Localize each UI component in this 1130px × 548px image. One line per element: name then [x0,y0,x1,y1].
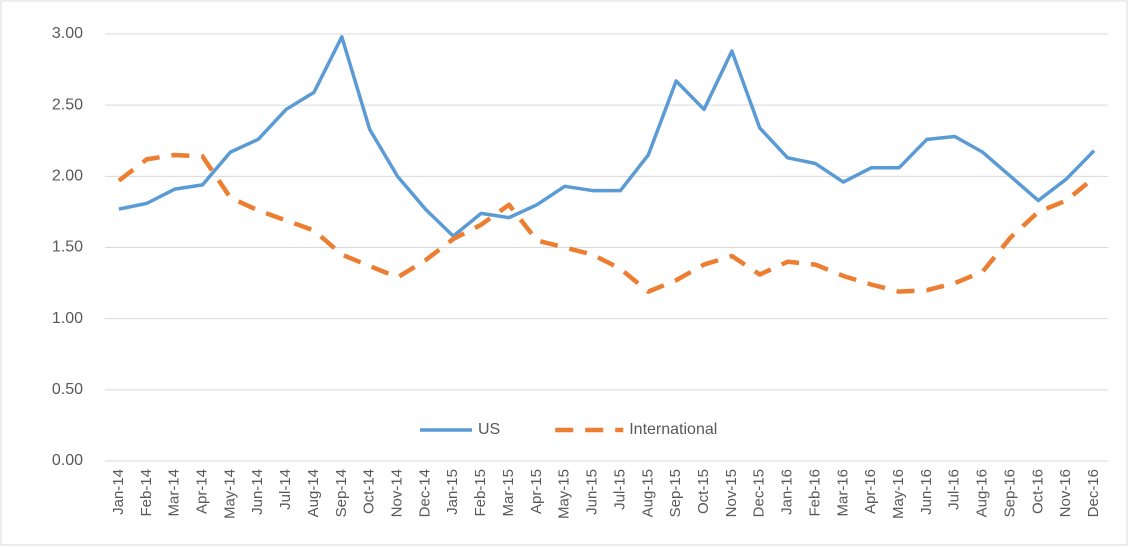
x-tick-label: Nov-15 [723,469,740,517]
y-tick-label: 2.50 [52,96,83,113]
legend-label: International [629,421,717,438]
x-tick-label: Jan-16 [779,469,796,515]
x-tick-label: Aug-16 [974,469,991,517]
x-tick-label: Jan-14 [110,469,127,515]
x-tick-label: Apr-15 [528,469,545,514]
x-tick-label: Jul-15 [611,469,628,510]
y-tick-label: 2.00 [52,168,83,185]
x-tick-label: Apr-16 [862,469,879,514]
x-tick-label: May-14 [221,469,238,519]
x-tick-label: Dec-14 [416,469,433,517]
x-tick-label: Feb-14 [138,469,155,517]
x-tick-label: Aug-15 [639,469,656,517]
y-tick-label: 1.00 [52,310,83,327]
x-tick-label: Aug-14 [305,469,322,517]
x-tick-label: Dec-16 [1085,469,1102,517]
series-line [118,35,1096,238]
x-tick-label: May-16 [890,469,907,519]
x-tick-label: Jan-15 [444,469,461,515]
x-tick-label: Jun-16 [918,469,935,515]
y-tick-label: 3.00 [52,25,83,42]
x-tick-label: Dec-15 [751,469,768,517]
x-tick-label: Jul-16 [946,469,963,510]
x-tick-label: May-15 [556,469,573,519]
x-tick-label: Nov-14 [389,469,406,517]
x-tick-label: Oct-15 [695,469,712,514]
x-tick-label: Feb-16 [806,469,823,517]
x-tick-label: Apr-14 [193,469,210,514]
x-tick-label: Jun-14 [249,469,266,515]
x-tick-label: Mar-14 [166,469,183,517]
x-tick-label: Sep-15 [667,469,684,517]
x-tick-label: Jun-15 [584,469,601,515]
x-tick-label: Sep-14 [333,469,350,517]
x-tick-label: Oct-14 [361,469,378,514]
x-tick-label: Jul-14 [277,469,294,510]
x-tick-label: Mar-15 [500,469,517,517]
y-tick-label: 0.00 [52,452,83,469]
legend-label: US [478,421,500,438]
y-tick-label: 1.50 [52,239,83,256]
x-tick-label: Feb-15 [472,469,489,517]
y-tick-label: 0.50 [52,381,83,398]
x-tick-label: Mar-16 [834,469,851,517]
x-tick-label: Sep-16 [1001,469,1018,517]
x-tick-label: Nov-16 [1057,469,1074,517]
x-tick-label: Oct-16 [1029,469,1046,514]
series-line [117,152,1096,294]
